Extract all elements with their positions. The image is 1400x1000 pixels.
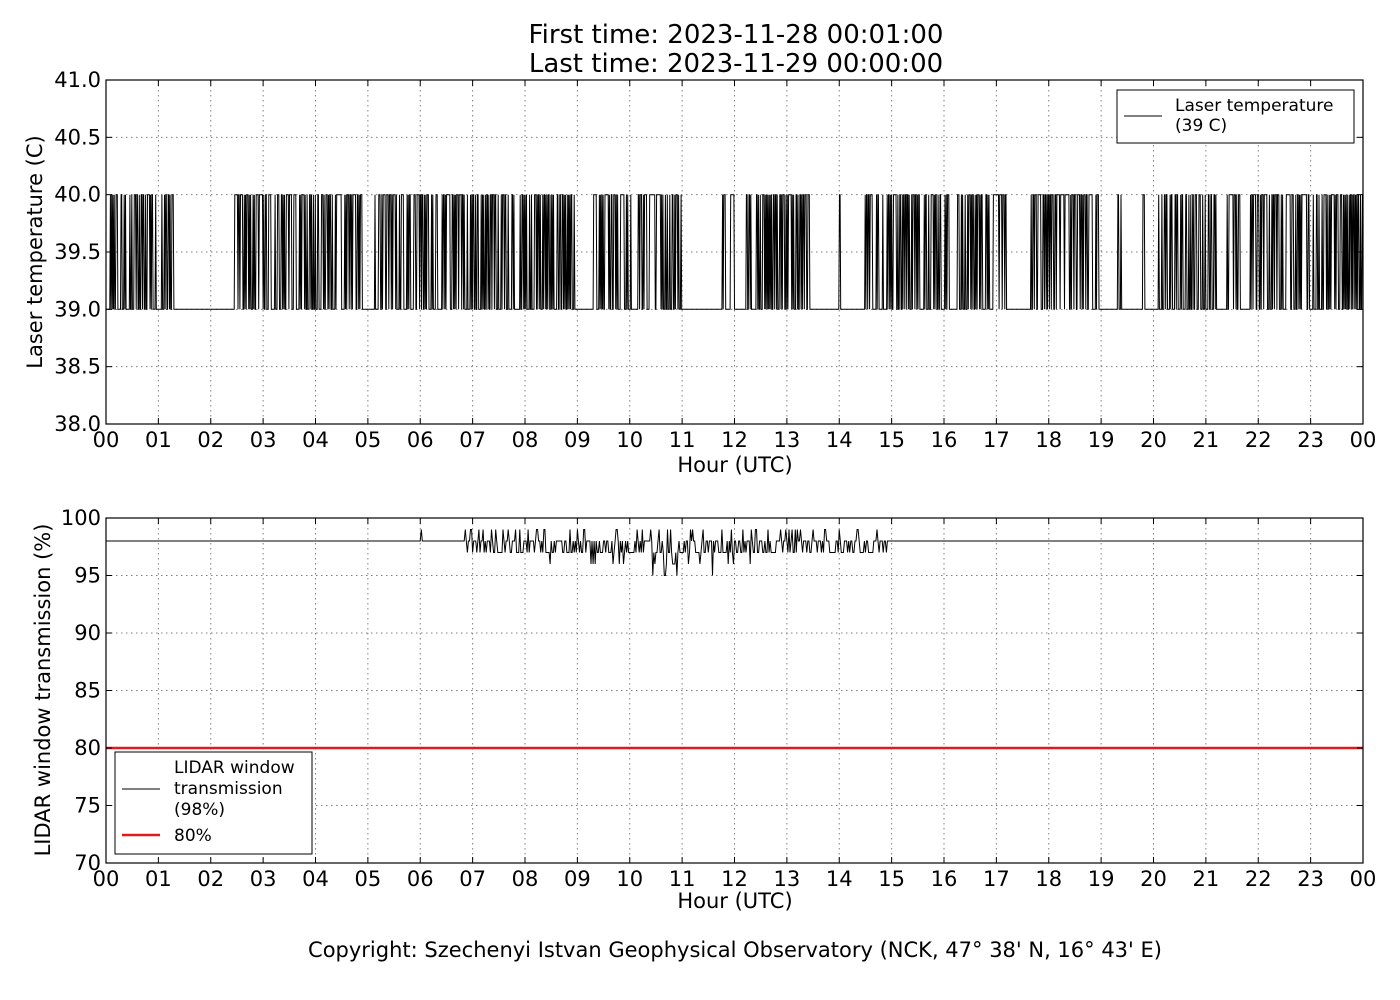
window-transmission-legend: LIDAR window transmission (98%) 80%	[114, 751, 313, 855]
window-transmission-xtick-label: 02	[197, 867, 224, 891]
window-transmission-y-label: LIDAR window transmission (%)	[31, 524, 55, 857]
window-transmission-xtick-label: 11	[669, 867, 696, 891]
window-transmission-panel: 70 75 80 85 90 95 100 00 01 02 03 04 05 06 07 08 09 10 11…	[31, 506, 1376, 913]
window-transmission-xtick-label: 06	[407, 867, 434, 891]
window-transmission-xtick-label: 15	[878, 867, 905, 891]
window-transmission-x-ticks: 00 01 02 03 04 05 06 07 08 09 10 11 12 13 14 15 16 17 18 19…	[93, 518, 1377, 891]
laser-temperature-xtick-label: 18	[1035, 428, 1062, 452]
window-transmission-xtick-label: 09	[564, 867, 591, 891]
window-transmission-series-line	[106, 529, 1363, 576]
laser-temperature-xtick-label: 19	[1088, 428, 1115, 452]
legend-label-window-transmission-3: (98%)	[174, 800, 225, 820]
window-transmission-ytick-label: 80	[74, 736, 101, 760]
window-transmission-xtick-label: 10	[616, 867, 643, 891]
laser-temperature-ytick-label: 41.0	[54, 68, 101, 92]
window-transmission-xtick-label: 13	[774, 867, 801, 891]
window-transmission-ytick-label: 90	[74, 621, 101, 645]
legend-label-laser-temperature: Laser temperature	[1175, 96, 1333, 116]
laser-temperature-xtick-label: 12	[721, 428, 748, 452]
window-transmission-series-group	[106, 529, 1363, 750]
window-transmission-ytick-label: 100	[61, 506, 101, 530]
laser-temperature-xtick-label: 02	[197, 428, 224, 452]
laser-temperature-xtick-label: 20	[1140, 428, 1167, 452]
window-transmission-xtick-label: 14	[826, 867, 853, 891]
window-transmission-xtick-label: 01	[145, 867, 172, 891]
window-transmission-xtick-label: 12	[721, 867, 748, 891]
laser-temperature-panel: 38.038.539.039.540.040.541.0 00 01 02 03 04 0…	[23, 68, 1376, 477]
window-transmission-xtick-label: 19	[1088, 867, 1115, 891]
laser-temperature-y-label: Laser temperature (C)	[23, 135, 47, 368]
laser-temperature-legend: Laser temperature (39 C)	[1116, 89, 1355, 144]
laser-temperature-xtick-label: 15	[878, 428, 905, 452]
laser-temperature-xtick-label: 01	[145, 428, 172, 452]
laser-temperature-y-ticks: 38.0 38.5 39.0 39.5 40.0 40.5 41.0	[54, 68, 1363, 436]
legend-label-window-transmission-1: LIDAR window	[174, 758, 295, 778]
laser-temperature-xtick-label: 10	[616, 428, 643, 452]
legend-label-laser-temperature-value: (39 C)	[1175, 116, 1227, 136]
laser-temperature-xtick-label: 03	[250, 428, 277, 452]
laser-temperature-xtick-label: 22	[1245, 428, 1272, 452]
laser-temperature-xtick-label: 17	[983, 428, 1010, 452]
window-transmission-ytick-label: 75	[74, 794, 101, 818]
laser-temperature-ytick-label: 39.5	[54, 240, 101, 264]
laser-temperature-xtick-label: 21	[1193, 428, 1220, 452]
title-last-time: Last time: 2023-11-29 00:00:00	[529, 49, 943, 79]
laser-temperature-xtick-label: 05	[355, 428, 382, 452]
window-transmission-xtick-label: 20	[1140, 867, 1167, 891]
laser-temperature-x-ticks: 00 01 02 03 04 05 06 07 08 09 10 11 12 13 14 15 16 17 18 19…	[93, 80, 1377, 452]
laser-temperature-ytick-label: 40.5	[54, 125, 101, 149]
laser-temperature-xtick-label: 08	[512, 428, 539, 452]
copyright-text: Copyright: Szechenyi Istvan Geophysical …	[308, 938, 1162, 962]
laser-temperature-xtick-label: 14	[826, 428, 853, 452]
window-transmission-xtick-label: 00	[93, 867, 120, 891]
window-transmission-xtick-label: 17	[983, 867, 1010, 891]
laser-temperature-series-group	[106, 194, 1363, 310]
laser-temperature-xtick-label: 00	[1350, 428, 1377, 452]
window-transmission-xtick-label: 03	[250, 867, 277, 891]
laser-temperature-xtick-label: 06	[407, 428, 434, 452]
laser-temperature-xtick-label: 23	[1297, 428, 1324, 452]
window-transmission-xtick-label: 21	[1193, 867, 1220, 891]
laser-temperature-ytick-label: 39.0	[54, 297, 101, 321]
window-transmission-ytick-label: 70	[74, 851, 101, 875]
laser-temperature-ytick-label: 38.0	[54, 412, 101, 436]
window-transmission-xtick-label: 22	[1245, 867, 1272, 891]
window-transmission-x-label: Hour (UTC)	[677, 889, 792, 913]
laser-temperature-series-line	[106, 194, 1363, 310]
laser-temperature-xtick-label: 16	[931, 428, 958, 452]
laser-temperature-xtick-label: 13	[774, 428, 801, 452]
window-transmission-xtick-label: 04	[302, 867, 329, 891]
laser-temperature-xtick-label: 04	[302, 428, 329, 452]
laser-temperature-xtick-label: 07	[459, 428, 486, 452]
laser-temperature-xtick-label: 00	[93, 428, 120, 452]
laser-temperature-x-label: Hour (UTC)	[677, 453, 792, 477]
window-transmission-xtick-label: 08	[512, 867, 539, 891]
laser-temperature-ytick-label: 40.0	[54, 183, 101, 207]
legend-box	[114, 751, 313, 855]
window-transmission-y-ticks: 70 75 80 85 90 95 100	[61, 506, 1363, 875]
window-transmission-xtick-label: 16	[931, 867, 958, 891]
window-transmission-ytick-label: 85	[74, 679, 101, 703]
window-transmission-xtick-label: 18	[1035, 867, 1062, 891]
laser-temperature-xtick-label: 11	[669, 428, 696, 452]
window-transmission-xtick-label: 23	[1297, 867, 1324, 891]
laser-temperature-ytick-label: 38.5	[54, 355, 101, 379]
legend-label-threshold: 80%	[174, 826, 212, 846]
title-first-time: First time: 2023-11-28 00:01:00	[529, 20, 944, 50]
window-transmission-xtick-label: 05	[355, 867, 382, 891]
window-transmission-ytick-label: 95	[74, 564, 101, 588]
laser-temperature-xtick-label: 09	[564, 428, 591, 452]
legend-label-window-transmission-2: transmission	[174, 779, 283, 799]
window-transmission-xtick-label: 00	[1350, 867, 1377, 891]
window-transmission-xtick-label: 07	[459, 867, 486, 891]
